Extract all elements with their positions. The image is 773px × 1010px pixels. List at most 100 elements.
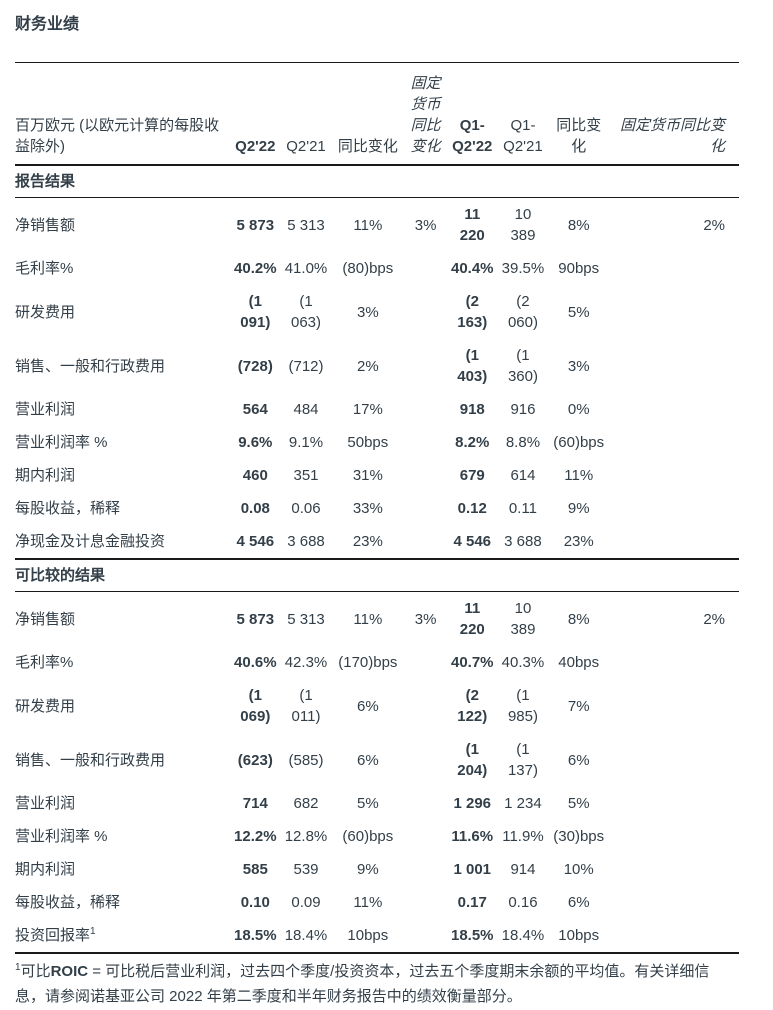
- column-header: 固定货币同比变化: [404, 62, 447, 166]
- value-cell: (2 163): [457, 293, 488, 331]
- data-row: 每股收益，稀释 0.08 0.06 33% 0.12 0.11 9%: [15, 492, 739, 525]
- row-label: 净现金及计息金融投资: [15, 533, 166, 550]
- value-cell: (1 360): [507, 347, 538, 385]
- row-label: 研发费用: [15, 697, 76, 715]
- data-row: 每股收益，稀释 0.10 0.09 11% 0.17 0.16 6%: [15, 886, 739, 919]
- value-cell: 351: [293, 467, 319, 484]
- value-cell: 5%: [567, 303, 590, 321]
- value-cell: 9.1%: [288, 434, 324, 451]
- value-cell: 564: [242, 401, 268, 418]
- footnote-lead: 可比: [20, 963, 51, 980]
- value-cell: 714: [242, 795, 268, 812]
- value-cell: [404, 646, 447, 679]
- value-cell: [609, 820, 739, 853]
- value-cell: [609, 733, 739, 787]
- value-cell: 8.8%: [505, 434, 541, 451]
- value-cell: 1 234: [504, 795, 542, 812]
- value-cell: [404, 525, 447, 559]
- row-label: 毛利率%: [15, 260, 74, 277]
- value-cell: 0.11: [508, 500, 537, 517]
- data-row: 营业利润率 % 12.2% 12.8% (60)bps 11.6% 11.9% (30)bp…: [15, 820, 739, 853]
- page-title: 财务业绩: [15, 16, 80, 33]
- value-cell: (728): [237, 357, 273, 375]
- column-header: 同比变化: [548, 62, 610, 166]
- value-cell: 916: [510, 401, 536, 418]
- value-cell: 1 296: [453, 795, 492, 812]
- value-cell: 914: [510, 861, 536, 878]
- value-cell: 5 873: [236, 610, 275, 628]
- value-cell: 460: [242, 467, 268, 484]
- value-cell: (60)bps: [553, 434, 605, 451]
- value-cell: 18.5%: [450, 927, 494, 944]
- value-cell: 10bps: [347, 927, 389, 944]
- value-cell: [404, 393, 447, 426]
- row-label: 销售、一般和行政费用: [15, 357, 166, 375]
- value-cell: 918: [459, 401, 485, 418]
- value-cell: 11%: [353, 216, 383, 234]
- value-cell: 11.9%: [502, 828, 544, 845]
- data-row: 毛利率% 40.2% 41.0% (80)bps 40.4% 39.5% 90bps: [15, 252, 739, 285]
- value-cell: 12.2%: [234, 828, 277, 845]
- value-cell: 10%: [563, 861, 594, 878]
- value-cell: (2 060): [507, 293, 538, 331]
- value-cell: 40bps: [558, 654, 600, 671]
- column-header: Q1-Q2'22: [446, 62, 498, 166]
- column-header: Q2'21: [280, 62, 332, 166]
- row-label: 净销售额: [15, 216, 76, 234]
- value-cell: 6%: [357, 697, 379, 715]
- column-header-unit-label: 百万欧元 (以欧元计算的每股收益除外): [15, 62, 230, 166]
- column-header-row: 百万欧元 (以欧元计算的每股收益除外) Q2'22 Q2'21 同比变化 固定货币同比…: [15, 62, 739, 166]
- value-cell: 11 220: [459, 600, 485, 638]
- value-cell: 3%: [567, 357, 590, 375]
- value-cell: [404, 886, 447, 919]
- row-label: 销售、一般和行政费用: [15, 751, 166, 769]
- section-header-row: 报告结果: [15, 164, 739, 198]
- value-cell: 8%: [567, 216, 590, 234]
- value-cell: 40.6%: [234, 654, 277, 671]
- value-cell: 9%: [357, 861, 379, 878]
- value-cell: [404, 252, 447, 285]
- data-row: 期内利润 460 351 31% 679 614 11%: [15, 459, 739, 492]
- value-cell: 41.0%: [284, 260, 328, 277]
- value-cell: 50bps: [347, 434, 389, 451]
- data-row: 净销售额 5 873 5 313 11% 3% 11 220 10 389 8% 2%: [15, 198, 739, 253]
- data-row: 营业利润 564 484 17% 918 916 0%: [15, 393, 739, 426]
- value-cell: (1 063): [290, 293, 322, 331]
- row-label: 净销售额: [15, 610, 76, 628]
- value-cell: (623): [237, 751, 273, 769]
- value-cell: (1 403): [457, 347, 488, 385]
- value-cell: [609, 339, 739, 393]
- row-label: 每股收益，稀释: [15, 500, 121, 517]
- value-cell: 0.10: [240, 894, 270, 911]
- value-cell: [404, 733, 447, 787]
- value-cell: 679: [459, 467, 485, 484]
- data-row: 研发费用 (1 091) (1 063) 3% (2 163) (2 060) 5%: [15, 285, 739, 339]
- value-cell: 6%: [567, 751, 590, 769]
- value-cell: 8.2%: [455, 434, 490, 451]
- value-cell: [404, 919, 447, 953]
- row-label: 投资回报率1: [15, 926, 96, 945]
- value-cell: (1 091): [240, 293, 271, 331]
- value-cell: 0.09: [291, 894, 321, 911]
- value-cell: [404, 426, 447, 459]
- data-row: 营业利润 714 682 5% 1 296 1 234 5%: [15, 787, 739, 820]
- value-cell: [609, 285, 739, 339]
- value-cell: 42.3%: [284, 654, 328, 671]
- value-cell: 0.17: [457, 894, 487, 911]
- value-cell: 614: [510, 467, 536, 484]
- value-cell: 585: [242, 861, 268, 878]
- value-cell: [609, 393, 739, 426]
- value-cell: [404, 459, 447, 492]
- column-header: Q2'22: [229, 62, 281, 166]
- value-cell: 0.16: [508, 894, 538, 911]
- value-cell: 18.4%: [501, 927, 545, 944]
- row-label: 毛利率%: [15, 654, 74, 671]
- value-cell: (1 204): [457, 741, 488, 779]
- value-cell: 682: [293, 795, 319, 812]
- value-cell: (1 069): [240, 687, 271, 725]
- data-row: 研发费用 (1 069) (1 011) 6% (2 122) (1 985) 7%: [15, 679, 739, 733]
- value-cell: (2 122): [457, 687, 488, 725]
- value-cell: [404, 285, 447, 339]
- row-label: 期内利润: [15, 861, 76, 878]
- value-cell: 10 389: [510, 600, 536, 638]
